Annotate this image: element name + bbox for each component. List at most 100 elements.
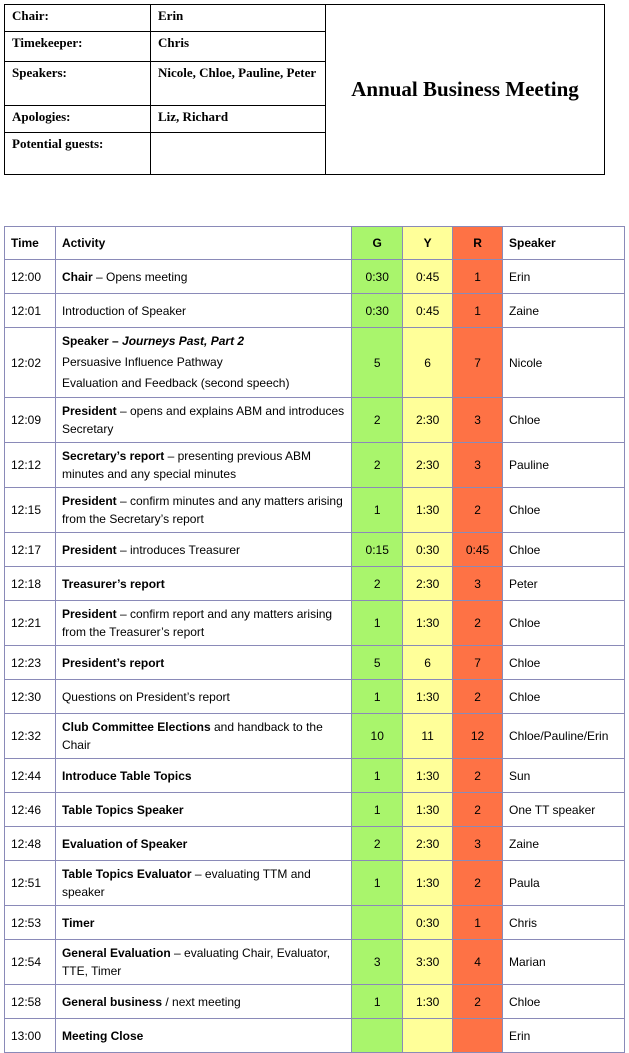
activity: President – confirm report and any matte…: [54, 600, 353, 646]
time-r: 1: [452, 259, 503, 294]
time-y: 3:30: [402, 939, 454, 985]
header-row: Timekeeper: Chris: [4, 31, 605, 62]
time-y: 6: [402, 645, 454, 680]
time-g: 2: [351, 442, 404, 488]
field-value: Chris: [150, 31, 326, 62]
time: 12:17: [4, 532, 56, 567]
activity-line: General business / next meeting: [62, 995, 241, 1009]
activity-text: / next meeting: [162, 994, 241, 1009]
time-r: 3: [452, 826, 503, 861]
time-y: 1:30: [402, 679, 454, 714]
time-y: 0:45: [402, 293, 454, 328]
activity: President’s report: [54, 645, 353, 680]
agenda-row: 12:58 General business / next meeting 1 1:3…: [4, 984, 626, 1019]
header-row: Speakers: Nicole, Chloe, Pauline, Peter: [4, 61, 605, 106]
time-r: 7: [452, 645, 503, 680]
activity-line: Meeting Close: [62, 1029, 143, 1043]
agenda-row: 12:51 Table Topics Evaluator – evaluating…: [4, 860, 626, 906]
activity-line: Evaluation of Speaker: [62, 837, 187, 851]
agenda-row: 12:15 President – confirm minutes and any…: [4, 487, 626, 533]
field-value: Liz, Richard: [150, 105, 326, 133]
activity: President – introduces Treasurer: [54, 532, 353, 567]
speaker: Chloe: [501, 397, 626, 443]
activity-text: General Evaluation: [61, 946, 171, 960]
time-g: 2: [351, 826, 404, 861]
agenda-row: 12:02 Speaker – Journeys Past, Part 2 Pers…: [4, 327, 626, 398]
agenda-row: 12:44 Introduce Table Topics 1 1:30 2 Sun: [4, 758, 626, 793]
activity-text: – introduces Treasurer: [116, 542, 241, 557]
field-label: Speakers:: [4, 61, 151, 106]
field-value: Erin: [150, 4, 326, 32]
agenda-row: 12:23 President’s report 5 6 7 Chloe: [4, 645, 626, 680]
activity: Club Committee Elections and handback to…: [54, 713, 353, 759]
field-label: Chair:: [4, 4, 151, 32]
activity-line: Introduce Table Topics: [62, 769, 192, 783]
agenda-row: 12:18 Treasurer’s report 2 2:30 3 Peter: [4, 566, 626, 601]
activity-text: Chair: [61, 269, 93, 284]
agenda-row: 12:12 Secretary’s report – presenting pre…: [4, 442, 626, 488]
activity: Chair – Opens meeting: [54, 259, 353, 294]
time-r: 2: [452, 758, 503, 793]
activity-text: Evaluation of Speaker: [61, 836, 188, 851]
speaker: Chloe: [501, 532, 626, 567]
activity-text: President: [61, 607, 117, 621]
agenda-row: 12:30 Questions on President’s report 1 1:3…: [4, 679, 626, 714]
speaker: Erin: [501, 1018, 626, 1053]
time-g: 1: [351, 487, 404, 533]
activity-line: Persuasive Influence Pathway: [62, 352, 345, 373]
time-g: 2: [351, 397, 404, 443]
time-g: [351, 905, 404, 940]
activity: General business / next meeting: [54, 984, 353, 1019]
activity-text: President: [61, 494, 117, 508]
time: 13:00: [4, 1018, 56, 1053]
time-r: 12: [452, 713, 503, 759]
speaker: Sun: [501, 758, 626, 793]
field-value: Nicole, Chloe, Pauline, Peter: [150, 61, 326, 106]
time-r: [452, 1018, 503, 1053]
agenda-table: Time Activity G Y R Speaker 12:00 Chair – Open…: [4, 226, 626, 1053]
time-g: 1: [351, 758, 404, 793]
activity-text: – confirm minutes and any matters arisin…: [61, 494, 343, 526]
time: 12:02: [4, 327, 56, 398]
time-r: 3: [452, 566, 503, 601]
time: 12:32: [4, 713, 56, 759]
activity-line: General Evaluation – evaluating Chair, E…: [62, 946, 330, 978]
speaker: Chris: [501, 905, 626, 940]
page: Chair: Erin Annual Business Meeting Timekee…: [4, 4, 626, 1053]
activity-text: Speaker –: [61, 334, 123, 348]
column-header: R: [452, 226, 503, 260]
activity-text: and handback to the Chair: [61, 720, 323, 752]
time-y: 0:45: [402, 259, 454, 294]
activity: Secretary’s report – presenting previous…: [54, 442, 353, 488]
field-value: [150, 132, 326, 175]
speaker: Chloe/Pauline/Erin: [501, 713, 626, 759]
activity-text: Journeys Past, Part 2: [122, 334, 245, 348]
time: 12:12: [4, 442, 56, 488]
activity: Table Topics Speaker: [54, 792, 353, 827]
activity: Evaluation of Speaker: [54, 826, 353, 861]
activity-line: Chair – Opens meeting: [62, 270, 187, 284]
activity-text: Table Topics Evaluator: [61, 867, 192, 881]
activity: Introduce Table Topics: [54, 758, 353, 793]
time-r: 2: [452, 679, 503, 714]
time-g: 1: [351, 600, 404, 646]
activity-text: Treasurer’s report: [61, 576, 165, 591]
time-g: 2: [351, 566, 404, 601]
time-y: 1:30: [402, 860, 454, 906]
activity-text: Questions on President’s report: [61, 689, 230, 704]
time-g: 5: [351, 645, 404, 680]
time-g: 0:30: [351, 259, 404, 294]
time-g: [351, 1018, 404, 1053]
speaker: Peter: [501, 566, 626, 601]
time-r: 1: [452, 905, 503, 940]
activity-line: Timer: [62, 916, 94, 930]
activity: Treasurer’s report: [54, 566, 353, 601]
agenda-row: 12:53 Timer 0:30 1 Chris: [4, 905, 626, 940]
time-r: 0:45: [452, 532, 503, 567]
time-g: 0:15: [351, 532, 404, 567]
activity-text: Evaluation and Feedback (second speech): [61, 376, 290, 390]
time-r: 2: [452, 860, 503, 906]
header-row: Chair: Erin Annual Business Meeting: [4, 4, 605, 175]
activity-line: Table Topics Evaluator – evaluating TTM …: [62, 867, 311, 899]
time-g: 5: [351, 327, 404, 398]
